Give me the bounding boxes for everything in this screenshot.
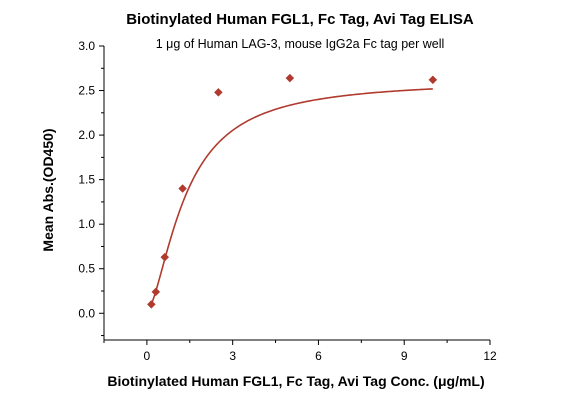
x-tick-label: 6 (315, 349, 322, 363)
x-tick-label: 0 (144, 349, 151, 363)
chart-title: Biotinylated Human FGL1, Fc Tag, Avi Tag… (126, 11, 474, 28)
y-tick-label: 3.0 (78, 39, 95, 53)
chart-subtitle: 1 μg of Human LAG-3, mouse IgG2a Fc tag … (156, 37, 445, 51)
y-tick-label: 2.5 (78, 84, 95, 98)
data-point (285, 73, 295, 83)
data-point (146, 300, 156, 309)
data-point (151, 287, 161, 297)
data-point (214, 87, 223, 97)
x-tick-label: 3 (229, 349, 236, 363)
y-tick-label: 1.5 (78, 173, 95, 187)
x-tick-label: 12 (483, 349, 497, 363)
data-point (178, 184, 187, 193)
data-points (146, 73, 438, 309)
y-tick-label: 1.0 (78, 217, 95, 231)
data-point (160, 252, 170, 262)
y-axis-label: Mean Abs.(OD450) (40, 128, 56, 251)
y-tick-label: 2.0 (78, 128, 95, 142)
axes: 0.0 0.5 1.0 1.5 2.0 2.5 3.0 0 3 6 9 12 (78, 39, 497, 363)
data-point (428, 75, 438, 85)
fit-curve-group (150, 88, 433, 305)
y-tick-label: 0.0 (78, 306, 95, 320)
fit-curve-line (150, 88, 433, 305)
x-tick-label: 9 (401, 349, 408, 363)
x-axis-label: Biotinylated Human FGL1, Fc Tag, Avi Tag… (107, 373, 484, 389)
y-tick-label: 0.5 (78, 262, 95, 276)
